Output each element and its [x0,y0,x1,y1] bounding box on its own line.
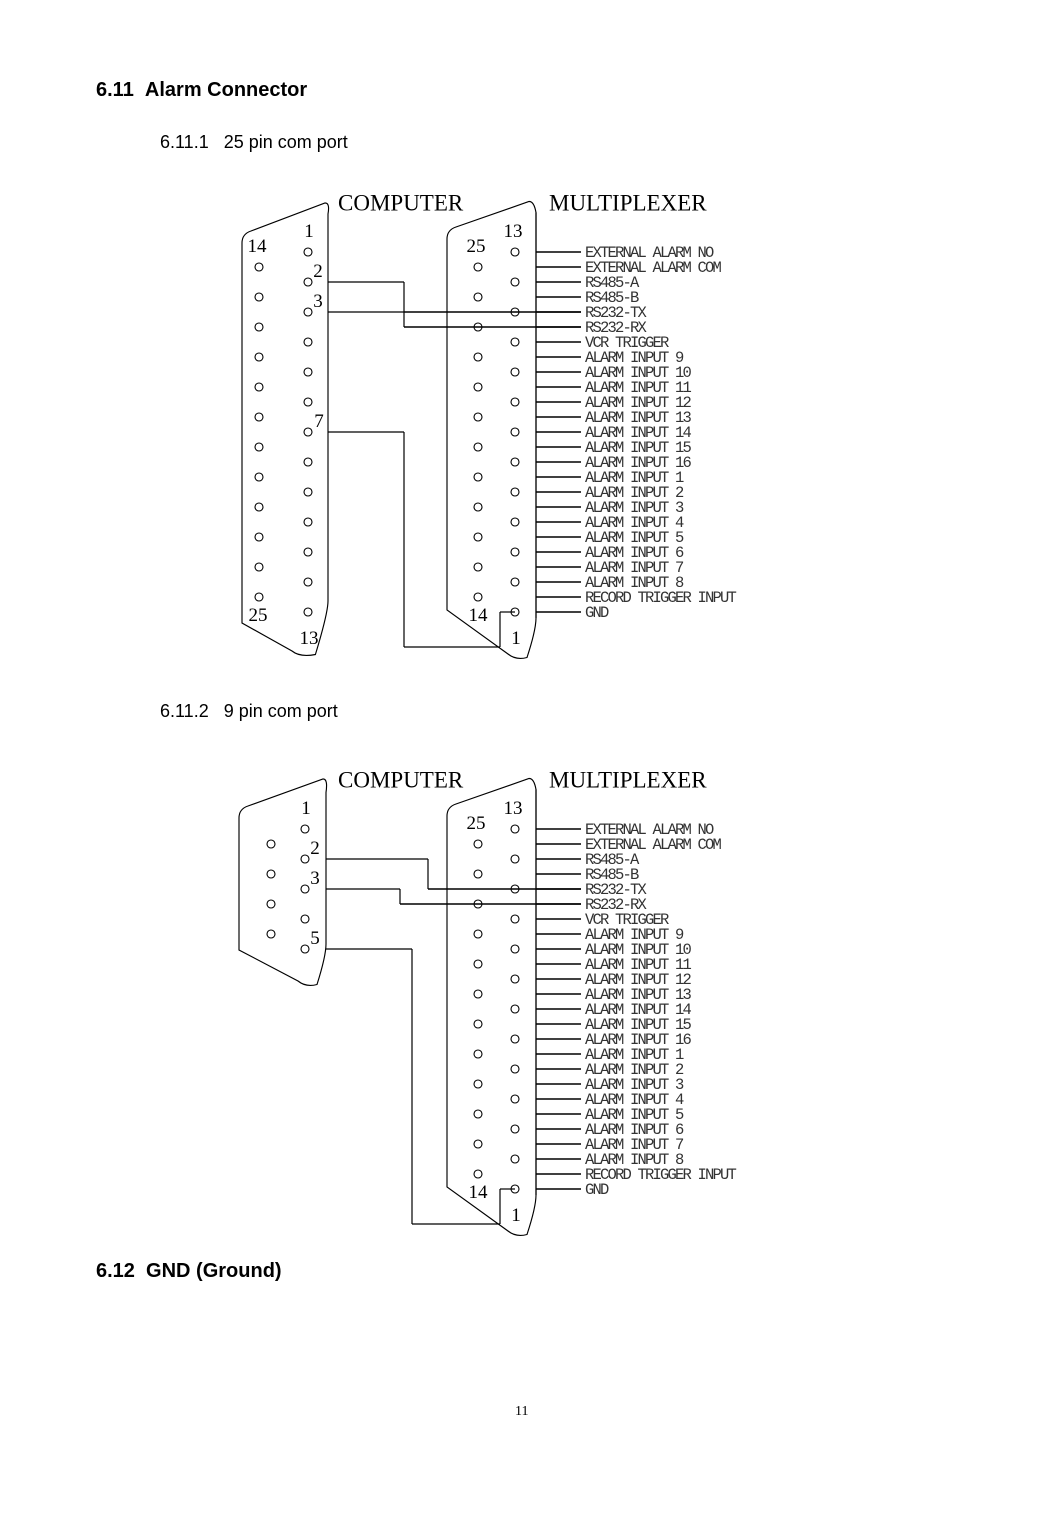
svg-text:13: 13 [504,798,523,819]
svg-text:RECORD TRIGGER INPUT: RECORD TRIGGER INPUT [585,1166,737,1184]
svg-text:GND: GND [585,1181,609,1199]
svg-text:2: 2 [310,838,320,859]
svg-text:COMPUTER: COMPUTER [338,768,464,793]
svg-text:MULTIPLEXER: MULTIPLEXER [549,768,707,793]
svg-text:1: 1 [511,1205,521,1226]
svg-text:3: 3 [310,868,320,889]
svg-text:25: 25 [467,813,486,834]
svg-text:1: 1 [301,798,311,819]
svg-text:14: 14 [469,1182,489,1203]
svg-text:5: 5 [310,928,320,949]
